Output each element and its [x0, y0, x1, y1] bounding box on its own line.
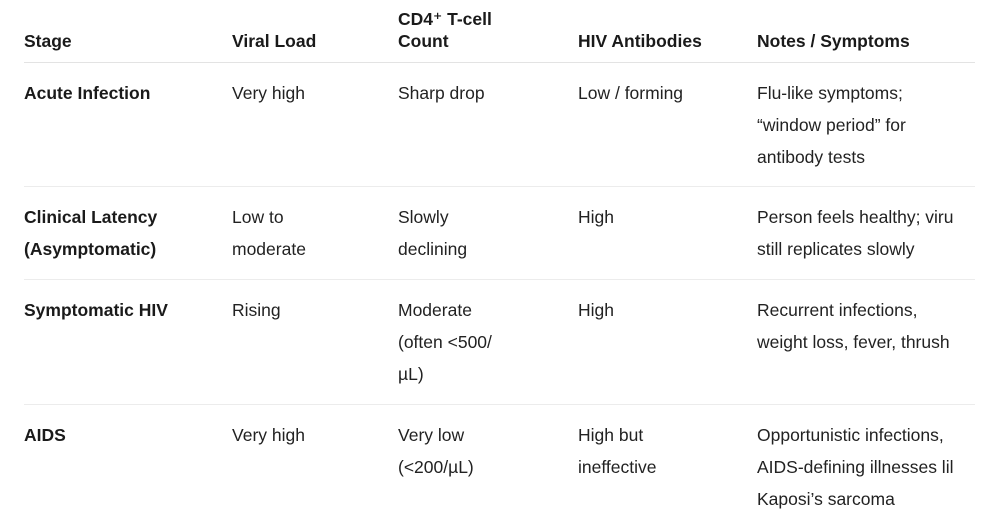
- cell-cd4-count: Sharp drop: [398, 62, 578, 187]
- table-header: Stage Viral Load CD4⁺ T-cell Count HIV A…: [24, 0, 975, 63]
- cell-viral-load: Very high: [232, 62, 398, 187]
- header-cd4-count: CD4⁺ T-cell Count: [398, 0, 578, 63]
- header-notes-symptoms: Notes / Symptoms: [757, 0, 975, 63]
- notes-line: antibody tests: [757, 147, 865, 167]
- table-body: Acute Infection Very high Sharp drop Low…: [24, 62, 975, 529]
- notes-line: AIDS-defining illnesses lil: [757, 457, 954, 477]
- cd4-line: µL): [398, 364, 424, 384]
- notes-line: Person feels healthy; viru: [757, 207, 954, 227]
- table-row: AIDS Very high Very low (<200/µL) High b…: [24, 405, 975, 529]
- cell-notes: Opportunistic infections, AIDS-defining …: [757, 405, 975, 529]
- cell-notes: Flu-like symptoms; “window period” for a…: [757, 62, 975, 187]
- table-row: Symptomatic HIV Rising Moderate (often <…: [24, 279, 975, 405]
- cd4-line: (often <500/: [398, 332, 492, 352]
- cell-hiv-antibodies: Low / forming: [578, 62, 757, 187]
- cd4-line: Very low: [398, 425, 465, 445]
- cd4-line: declining: [398, 239, 468, 259]
- table-row: Clinical Latency (Asymptomatic) Low to m…: [24, 186, 975, 280]
- stage-line: (Asymptomatic): [24, 239, 157, 259]
- notes-line: Recurrent infections,: [757, 300, 918, 320]
- cell-hiv-antibodies: High: [578, 186, 757, 280]
- header-viral-load: Viral Load: [232, 0, 398, 63]
- cell-cd4-count: Moderate (often <500/ µL): [398, 279, 578, 405]
- cell-hiv-antibodies: High but ineffective: [578, 405, 757, 529]
- cell-stage: AIDS: [24, 425, 66, 445]
- hiv-stages-table: Stage Viral Load CD4⁺ T-cell Count HIV A…: [24, 0, 975, 528]
- cd4-line: (<200/µL): [398, 457, 474, 477]
- cell-viral-load: Low to moderate: [232, 186, 398, 280]
- cd4-line: Moderate: [398, 300, 472, 320]
- cell-notes: Recurrent infections, weight loss, fever…: [757, 279, 975, 405]
- cell-stage: Symptomatic HIV: [24, 279, 232, 405]
- cell-stage: Clinical Latency (Asymptomatic): [24, 186, 232, 280]
- header-cd4-line2: Count: [398, 31, 449, 51]
- notes-line: still replicates slowly: [757, 239, 915, 259]
- cell-viral-load: Rising: [232, 279, 398, 405]
- cell-hiv-antibodies: High: [578, 279, 757, 405]
- stage-line: Clinical Latency: [24, 207, 158, 227]
- notes-line: Kaposi’s sarcoma: [757, 489, 895, 509]
- header-row: Stage Viral Load CD4⁺ T-cell Count HIV A…: [24, 0, 975, 63]
- header-hiv-antibodies: HIV Antibodies: [578, 0, 757, 63]
- notes-line: Opportunistic infections,: [757, 425, 944, 445]
- cell-notes: Person feels healthy; viru still replica…: [757, 186, 975, 280]
- header-stage: Stage: [24, 0, 232, 63]
- viral-load-line: moderate: [232, 239, 306, 259]
- viral-load-line: Low to: [232, 207, 284, 227]
- table-row: Acute Infection Very high Sharp drop Low…: [24, 62, 975, 187]
- cell-cd4-count: Slowly declining: [398, 186, 578, 280]
- notes-line: “window period” for: [757, 115, 906, 135]
- notes-line: Flu-like symptoms;: [757, 83, 903, 103]
- header-cd4-line1: CD4⁺ T-cell: [398, 9, 492, 29]
- antibodies-line: High but: [578, 425, 644, 445]
- antibodies-line: ineffective: [578, 457, 657, 477]
- cd4-line: Slowly: [398, 207, 449, 227]
- cell-cd4-count: Very low (<200/µL): [398, 405, 578, 529]
- notes-line: weight loss, fever, thrush: [757, 332, 950, 352]
- cell-stage: Acute Infection: [24, 62, 232, 187]
- cell-viral-load: Very high: [232, 425, 305, 445]
- hiv-stages-table-container: Stage Viral Load CD4⁺ T-cell Count HIV A…: [24, 0, 975, 529]
